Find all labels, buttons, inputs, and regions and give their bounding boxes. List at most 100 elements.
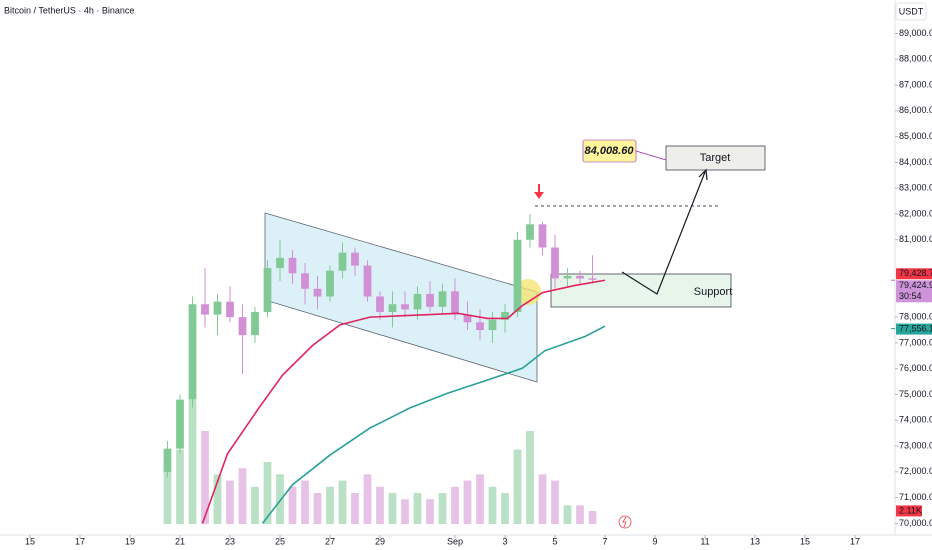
axes-layer: 89,000.00 88,000.00 87,000.00 86,000.00 85,0… (25, 28, 932, 546)
x-tick-label: 7 (602, 536, 607, 546)
volume-bar (413, 493, 422, 524)
support-label: Support (694, 286, 733, 298)
target-label: Target (700, 152, 731, 164)
y-tick-label: 81,000.00 (899, 234, 932, 244)
volume-bar (388, 493, 397, 524)
volume-bar (401, 499, 409, 524)
volume-bar (463, 480, 472, 524)
x-tick-label: 25 (275, 536, 285, 546)
x-tick-label: 21 (175, 536, 185, 546)
volume-bar (213, 474, 222, 524)
price-tag (896, 280, 932, 303)
volume-bar (238, 468, 247, 524)
y-tick-label: 86,000.00 (899, 105, 932, 115)
candle-body (238, 317, 247, 336)
currency-label[interactable]: USDT (899, 6, 924, 16)
x-tick-label: 3 (502, 536, 507, 546)
moving-average-line (201, 279, 606, 524)
candle-body (576, 275, 584, 279)
volume-bar (438, 493, 447, 524)
volume-bar (563, 505, 572, 524)
candle-body (588, 278, 597, 280)
volume-bar (376, 486, 384, 524)
candle-body (276, 257, 284, 269)
candle-body (451, 291, 459, 315)
candle-body (526, 224, 534, 240)
x-tick-label: 5 (552, 536, 557, 546)
y-tick-label: 71,000.00 (899, 492, 932, 502)
x-tick-label: 29 (375, 536, 385, 546)
candle-body (226, 301, 234, 318)
y-tick-label: 84,000.00 (899, 157, 932, 167)
candle-body (438, 291, 447, 307)
volume-tag-label: 2.11K (899, 505, 922, 515)
volume-bar (426, 499, 434, 524)
x-tick-label: 27 (325, 536, 335, 546)
candle-body (188, 304, 197, 400)
volume-bar (326, 486, 334, 524)
volume-bar (576, 505, 584, 524)
y-tick-label: 83,000.00 (899, 183, 932, 193)
y-tick-label: 75,000.00 (899, 389, 932, 399)
volume-tag (896, 505, 922, 517)
price-callout (582, 139, 637, 163)
volume-bar (288, 486, 297, 524)
candle-body (413, 293, 422, 310)
volume-bar (488, 486, 497, 524)
x-tick-label: 17 (850, 536, 860, 546)
volume-bar (301, 480, 309, 524)
event-icon[interactable] (618, 515, 632, 529)
x-tick-label: 13 (750, 536, 760, 546)
price-tag (896, 268, 932, 280)
candle-body (351, 252, 359, 266)
candle-body (488, 319, 497, 331)
candle-body (388, 304, 397, 312)
y-tick-label: 87,000.00 (899, 79, 932, 89)
candle-body (263, 268, 272, 312)
volume-bar (338, 480, 347, 524)
candle-body (163, 448, 172, 472)
candle-body (176, 399, 184, 449)
volume-bar (163, 468, 172, 524)
volume-bar (538, 474, 547, 524)
y-tick-label: 72,000.00 (899, 466, 932, 476)
volume-bar (313, 493, 322, 524)
candle-body (288, 257, 297, 274)
volume-bar (201, 431, 209, 524)
candle-body (326, 270, 334, 297)
candle-body (538, 224, 547, 248)
volume-bar (551, 480, 559, 524)
y-tick-label: 85,000.00 (899, 131, 932, 141)
candle-body (563, 275, 572, 279)
volume-bar (451, 486, 459, 524)
candle-body (426, 293, 434, 307)
chart-title: Bitcoin / TetherUS · 4h · Binance (4, 5, 134, 15)
moving-average-line (261, 325, 606, 524)
currency-button[interactable] (895, 2, 927, 21)
volume-bar (526, 431, 534, 524)
y-tick-label: 73,000.00 (899, 440, 932, 450)
y-tick-label: 82,000.00 (899, 208, 932, 218)
volume-bar (176, 449, 184, 524)
volume-bar (276, 474, 284, 524)
y-tick-label: 74,000.00 (899, 415, 932, 425)
x-tick-label: 9 (652, 536, 657, 546)
volume-bar (476, 474, 484, 524)
y-tick-label: 88,000.00 (899, 54, 932, 64)
y-tick-label: 70,000.00 (899, 518, 932, 528)
volume-bar (588, 510, 597, 524)
candle-body (513, 239, 522, 312)
volume-bar (351, 493, 359, 524)
candles-layer (163, 214, 606, 524)
candle-body (376, 296, 384, 312)
volume-bar (501, 493, 509, 524)
candle-body (201, 304, 209, 315)
y-tick-label: 89,000.00 (899, 28, 932, 38)
x-tick-label: 11 (700, 536, 709, 546)
projection-path (621, 171, 706, 295)
down-arrow-icon (534, 184, 544, 199)
x-tick-label: 17 (75, 536, 85, 546)
volume-bar (513, 449, 522, 524)
candle-body (476, 322, 484, 331)
